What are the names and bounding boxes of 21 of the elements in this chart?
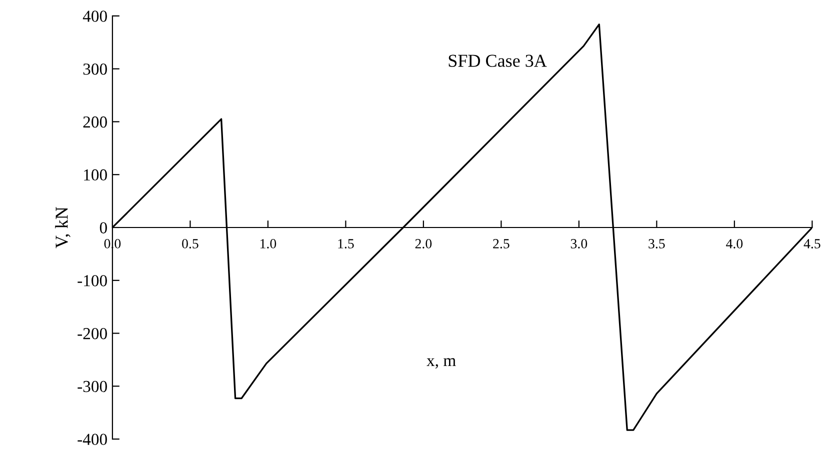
x-tick-label: 2.5 [493,239,510,248]
x-axis-title: x, m [426,358,456,369]
y-tick-label: 100 [84,169,107,181]
x-tick-label: 4.5 [804,239,820,248]
x-tick-label: 4.0 [726,239,743,248]
y-tick-label: 300 [83,64,107,75]
x-tick-label: 3.5 [648,239,665,248]
x-tick-label: 1.0 [260,239,276,248]
y-tick-label: 200 [83,116,107,128]
y-tick-label: -400 [78,434,107,446]
x-tick-label: 3.0 [570,239,588,248]
y-tick-label: -200 [78,328,107,340]
x-tick-label: 1.5 [338,239,354,248]
y-axis-title: V, kN [55,207,70,248]
x-tick-label: 2.0 [415,239,432,248]
y-tick-label: 0 [100,222,107,234]
y-tick-label: -100 [78,275,107,286]
text: SFD Case 3A [448,54,547,67]
x-tick-label: 0.5 [182,239,198,248]
y-tick-label: 400 [82,10,107,22]
y-tick-label: -300 [78,380,107,392]
